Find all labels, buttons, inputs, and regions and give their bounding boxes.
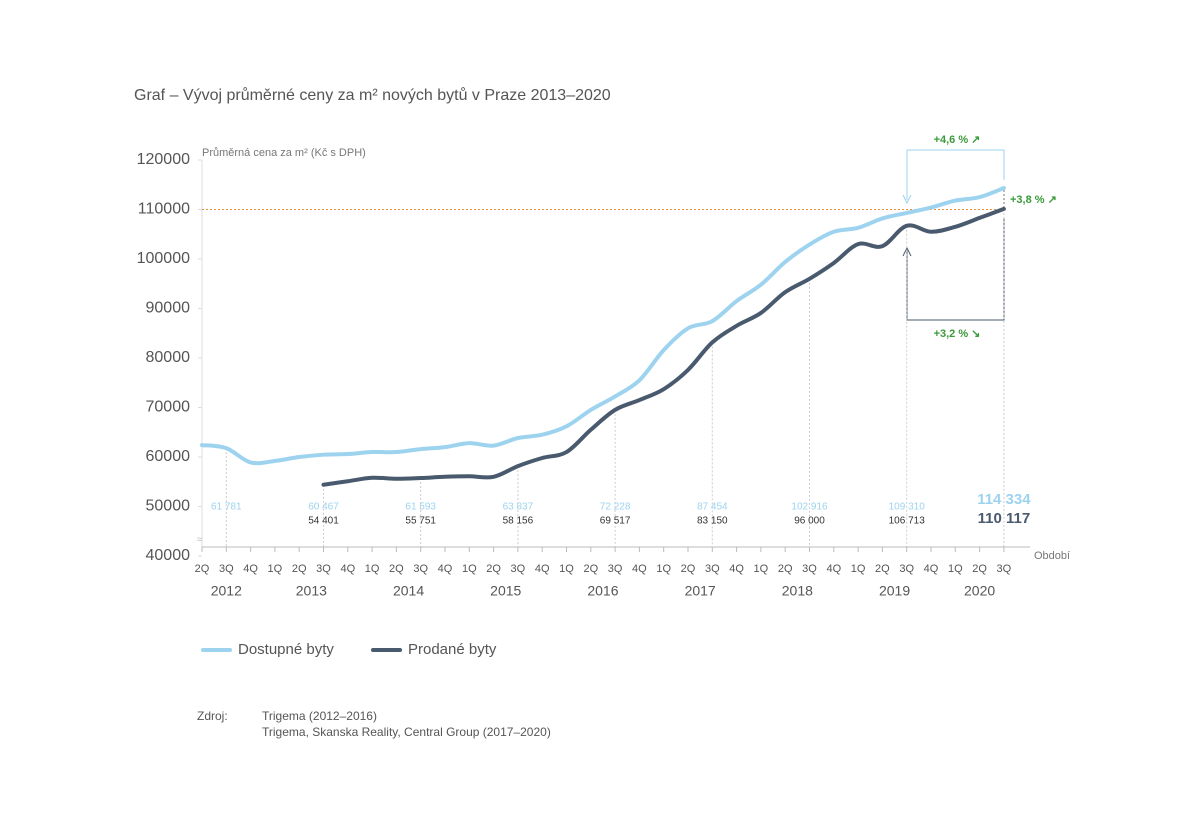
source-label: Zdroj: [197, 709, 228, 723]
x-tick-label: 1Q [365, 563, 380, 575]
y-tick-label: 70000 [146, 399, 191, 416]
chart-title: Graf – Vývoj průměrné ceny za m² nových … [134, 86, 611, 104]
x-tick-label: 1Q [656, 563, 671, 575]
bracket-top [902, 149, 1005, 205]
y-axis-label: Průměrná cena za m² (Kč s DPH) [202, 147, 366, 159]
y-tick-label: 120000 [137, 151, 190, 168]
x-tick-label: 3Q [219, 563, 234, 575]
annotation: +3,8 % ↗ [1010, 194, 1057, 206]
x-tick-label: 3Q [608, 563, 623, 575]
value-label: 83 150 [697, 516, 728, 527]
value-label: 54 401 [308, 516, 339, 527]
y-tick-label: 110000 [138, 201, 190, 218]
x-tick-label: 1Q [948, 563, 963, 575]
annotation: +3,2 % ↘ [934, 328, 981, 340]
source-line: Trigema (2012–2016) [262, 709, 377, 723]
x-tick-label: 1Q [851, 563, 866, 575]
x-tick-label: 4Q [340, 563, 355, 575]
annotation: +4,6 % ↗ [934, 134, 981, 146]
x-group-label: 2019 [879, 583, 910, 599]
x-tick-label: 3Q [705, 563, 720, 575]
x-axis-label: Období [1034, 550, 1070, 562]
series-line [200, 186, 1006, 466]
y-tick-label: 60000 [146, 448, 191, 465]
source-line: Trigema, Skanska Reality, Central Group … [262, 725, 551, 739]
value-label: 87 454 [697, 502, 728, 513]
value-label: 102 916 [791, 502, 828, 513]
value-label: 55 751 [405, 516, 436, 527]
x-tick-label: 3Q [413, 563, 428, 575]
x-tick-label: 4Q [924, 563, 939, 575]
value-label: 63 837 [503, 502, 534, 513]
x-group-label: 2015 [490, 583, 521, 599]
x-tick-label: 2Q [486, 563, 501, 575]
x-tick-label: 3Q [316, 563, 331, 575]
value-label: 106 713 [889, 516, 926, 527]
value-label: 60 467 [308, 502, 339, 513]
x-tick-label: 4Q [535, 563, 550, 575]
value-label: 61 781 [211, 502, 242, 513]
axis-break: ≈ [197, 535, 203, 546]
value-label: 110 117 [978, 510, 1031, 527]
x-tick-label: 3Q [997, 563, 1012, 575]
x-tick-label: 2Q [195, 563, 210, 575]
x-group-label: 2012 [211, 583, 242, 599]
x-group-label: 2017 [685, 583, 716, 599]
x-tick-label: 4Q [632, 563, 647, 575]
x-tick-label: 3Q [511, 563, 526, 575]
x-tick-label: 4Q [729, 563, 744, 575]
x-tick-label: 2Q [875, 563, 890, 575]
x-tick-label: 2Q [681, 563, 696, 575]
x-tick-label: 1Q [462, 563, 477, 575]
series-line [321, 206, 1006, 487]
value-label: 96 000 [794, 516, 825, 527]
x-group-label: 2018 [782, 583, 813, 599]
legend-label: Prodané byty [408, 641, 497, 658]
x-tick-label: 3Q [899, 563, 914, 575]
y-tick-label: 50000 [146, 498, 191, 515]
x-tick-label: 1Q [559, 563, 574, 575]
value-label: 69 517 [600, 516, 631, 527]
x-tick-label: 2Q [292, 563, 307, 575]
x-tick-label: 2Q [583, 563, 598, 575]
x-group-label: 2013 [296, 583, 327, 599]
x-tick-label: 1Q [268, 563, 283, 575]
legend-label: Dostupné byty [238, 641, 334, 658]
y-tick-label: 90000 [146, 300, 191, 317]
x-tick-label: 4Q [243, 563, 258, 575]
x-group-label: 2016 [587, 583, 618, 599]
value-label: 58 156 [503, 516, 534, 527]
x-tick-label: 2Q [778, 563, 793, 575]
x-tick-label: 3Q [802, 563, 817, 575]
value-label: 61 593 [405, 502, 436, 513]
x-tick-label: 2Q [389, 563, 404, 575]
x-tick-label: 4Q [438, 563, 453, 575]
value-label: 72 228 [600, 502, 631, 513]
x-tick-label: 4Q [826, 563, 841, 575]
x-tick-label: 1Q [754, 563, 769, 575]
y-tick-label: 40000 [146, 547, 191, 564]
value-label: 109 310 [889, 502, 926, 513]
value-label: 114 334 [977, 491, 1031, 508]
y-tick-label: 100000 [137, 250, 190, 267]
x-group-label: 2020 [964, 583, 995, 599]
bracket-bottom [902, 218, 1005, 321]
x-group-label: 2014 [393, 583, 424, 599]
x-tick-label: 2Q [972, 563, 987, 575]
y-tick-label: 80000 [146, 349, 191, 366]
